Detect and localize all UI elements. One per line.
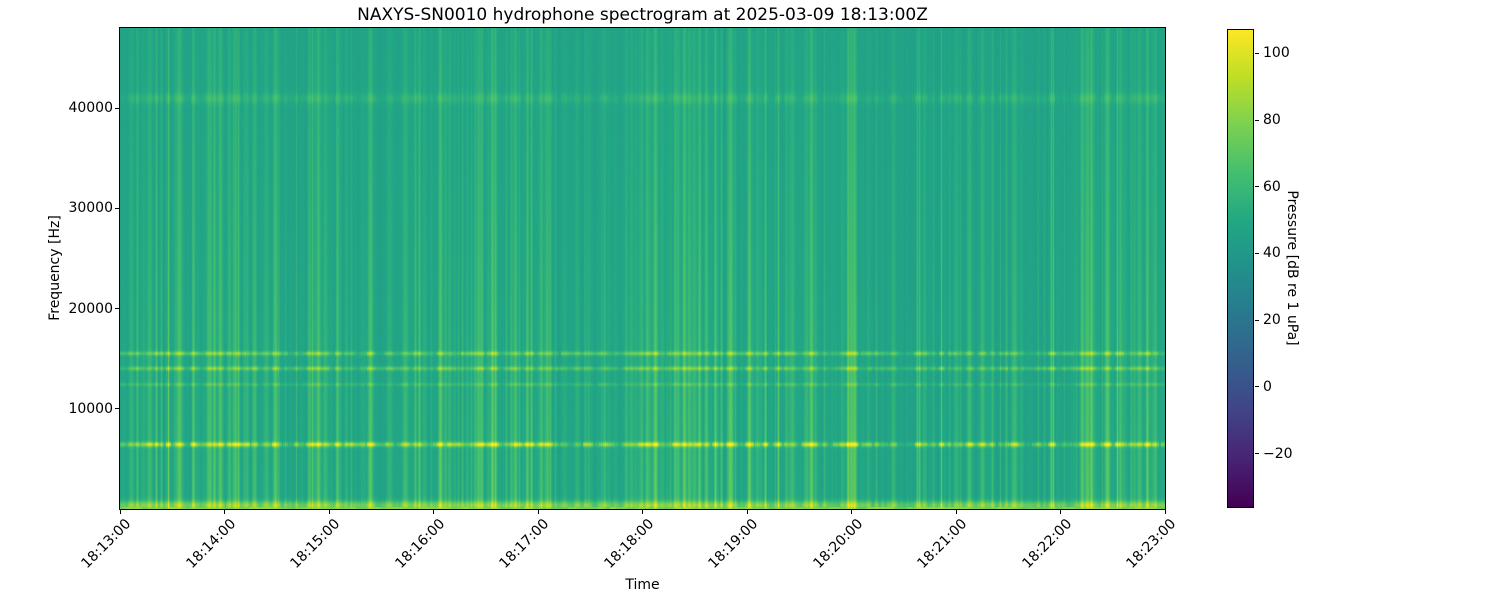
y-tick-mark [115, 308, 119, 310]
x-tick-label-text: 18:17:00 [496, 516, 553, 572]
y-tick-mark [115, 107, 119, 109]
colorbar-tick-label: 0 [1263, 378, 1272, 395]
x-tick-mark [119, 510, 121, 514]
x-tick-label-text: 18:19:00 [705, 516, 762, 572]
x-tick-label-text: 18:13:00 [78, 516, 135, 572]
colorbar-tick-label: −20 [1263, 445, 1293, 462]
y-tick-label: 20000 [68, 300, 113, 317]
colorbar-tick-mark [1255, 52, 1259, 54]
colorbar-tick-mark [1255, 453, 1259, 455]
colorbar-tick-label: 100 [1263, 45, 1290, 62]
x-tick-label-text: 18:20:00 [810, 516, 866, 572]
colorbar-tick-mark [1255, 319, 1259, 321]
x-tick-mark [433, 510, 434, 514]
y-tick-label: 30000 [68, 200, 113, 217]
x-tick-label-text: 18:15:00 [287, 516, 344, 572]
y-tick-label: 10000 [68, 400, 113, 417]
x-tick-mark [1164, 510, 1166, 514]
x-tick-mark [642, 510, 643, 514]
colorbar-label: Pressure [dB re 1 uPa] [1284, 190, 1300, 346]
x-tick-label-text: 18:18:00 [601, 516, 657, 572]
y-tick-mark [115, 207, 119, 209]
x-tick-mark [955, 510, 957, 514]
colorbar-tick-label: 80 [1263, 112, 1281, 129]
x-tick-mark [1060, 510, 1061, 514]
x-tick-mark [224, 510, 225, 514]
colorbar-tick-label: 40 [1263, 245, 1281, 262]
x-tick-mark [746, 510, 748, 514]
x-tick-mark [851, 510, 852, 514]
x-tick-label-text: 18:14:00 [183, 516, 239, 572]
colorbar-tick-label: 60 [1263, 178, 1281, 195]
x-tick-label-text: 18:16:00 [392, 516, 448, 572]
x-tick-label-text: 18:22:00 [1019, 516, 1075, 572]
colorbar-tick-mark [1255, 119, 1259, 121]
colorbar-tick-label: 20 [1263, 312, 1281, 329]
x-axis-label: Time [625, 577, 660, 593]
x-tick-label-text: 18:23:00 [1123, 516, 1180, 572]
colorbar-gradient [1228, 30, 1253, 507]
colorbar-tick-mark [1255, 186, 1259, 188]
colorbar-tick-mark [1255, 386, 1259, 388]
figure-title: NAXYS-SN0010 hydrophone spectrogram at 2… [357, 5, 928, 25]
x-tick-label-text: 18:21:00 [914, 516, 971, 572]
spectrogram-heatmap [120, 28, 1165, 509]
y-tick-label: 40000 [68, 100, 113, 117]
x-tick-mark [537, 510, 539, 514]
x-tick-mark [328, 510, 330, 514]
y-tick-mark [115, 408, 119, 410]
colorbar-tick-mark [1255, 252, 1259, 254]
